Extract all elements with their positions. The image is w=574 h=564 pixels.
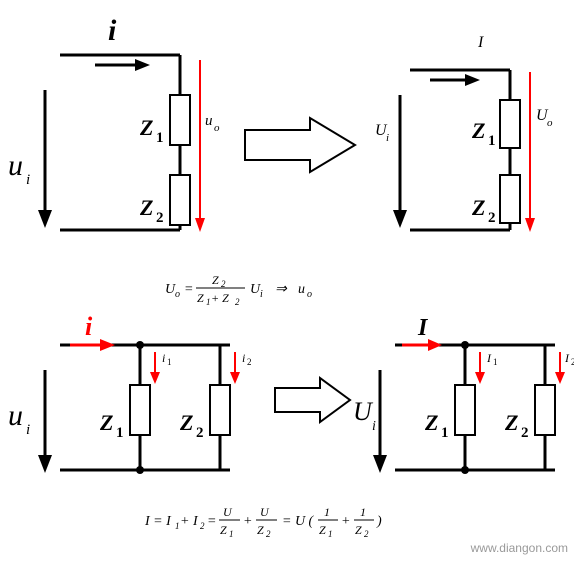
label-z1c: Z <box>99 410 113 435</box>
svg-text:2: 2 <box>200 521 205 531</box>
implies-arrow-1 <box>245 118 355 172</box>
label-I-ph: I <box>477 34 484 51</box>
svg-text:1: 1 <box>324 505 330 519</box>
svg-text:Z: Z <box>212 273 219 287</box>
impedance-z1d <box>455 385 475 435</box>
svg-text:+: + <box>243 514 252 529</box>
label-z2d-sub: 2 <box>521 425 529 441</box>
svg-text:Z: Z <box>257 523 264 537</box>
svg-text:U: U <box>223 505 233 519</box>
svg-text:i: i <box>260 289 263 300</box>
impedance-z1c <box>130 385 150 435</box>
label-z2a-sub: 2 <box>156 210 164 226</box>
impedance-z1 <box>170 95 190 145</box>
svg-text:o: o <box>307 289 312 300</box>
label-Ui-ph2: U <box>353 397 374 426</box>
label-z2a: Z <box>139 195 153 220</box>
implies-arrow-2 <box>275 378 350 422</box>
svg-text:2: 2 <box>266 529 271 539</box>
label-uo-sub: o <box>214 122 220 134</box>
label-i-red: i <box>85 312 93 341</box>
label-I2-ph: I <box>564 351 570 365</box>
svg-text:Z: Z <box>319 523 326 537</box>
svg-text:2: 2 <box>247 357 252 367</box>
label-z2d: Z <box>504 410 518 435</box>
label-z2c: Z <box>179 410 193 435</box>
label-z1c-sub: 1 <box>116 425 124 441</box>
svg-text:=: = <box>184 282 193 297</box>
label-i: i <box>108 14 117 47</box>
impedance-z2d <box>535 385 555 435</box>
svg-text:=: = <box>207 514 216 529</box>
formula-voltage-divider: Uo = Z2 Z1 + Z2 Ui ⇒ uo <box>165 273 312 307</box>
label-z2c-sub: 2 <box>196 425 204 441</box>
label-I1-ph: I <box>486 351 492 365</box>
svg-text:1: 1 <box>493 357 498 367</box>
label-ui2: u <box>8 399 23 432</box>
svg-text:): ) <box>376 514 382 529</box>
label-I-ph2: I <box>417 315 429 341</box>
label-ui-sub: i <box>26 172 30 188</box>
circuit-series-phasor: I U i U o Z 1 Z 2 <box>375 34 553 232</box>
label-z1d-sub: 1 <box>441 425 449 441</box>
svg-text:2: 2 <box>235 297 240 307</box>
circuit-series-time: i u i u o Z 1 Z 2 <box>8 14 220 232</box>
label-i2: i <box>242 351 245 365</box>
svg-text:1: 1 <box>360 505 366 519</box>
label-z1b-sub: 1 <box>488 133 496 149</box>
svg-text:⇒: ⇒ <box>275 282 288 297</box>
label-z1b: Z <box>471 118 485 143</box>
formula-current-divider: I = I1 + I2 = U Z1 + U Z2 = U ( 1 Z1 + 1… <box>144 505 382 539</box>
svg-text:2: 2 <box>221 279 226 289</box>
svg-text:1: 1 <box>167 357 172 367</box>
svg-text:o: o <box>175 289 180 300</box>
watermark: www.diangon.com <box>471 541 568 555</box>
label-z2b: Z <box>471 195 485 220</box>
svg-text:o: o <box>547 117 553 129</box>
label-ui: u <box>8 149 23 182</box>
label-z1d: Z <box>424 410 438 435</box>
impedance-z1-p <box>500 100 520 148</box>
label-i1: i <box>162 351 165 365</box>
svg-text:1: 1 <box>229 529 234 539</box>
impedance-z2 <box>170 175 190 225</box>
svg-text:Z: Z <box>197 291 204 305</box>
svg-text:1: 1 <box>175 521 180 531</box>
svg-text:Z: Z <box>355 523 362 537</box>
svg-text:I = I: I = I <box>144 514 172 529</box>
svg-text:i: i <box>386 132 389 144</box>
diagram-canvas: i u i u o Z 1 Z 2 I U i U o Z 1 Z <box>0 0 574 559</box>
circuit-parallel-time: i i 1 i 2 u i Z 1 Z 2 <box>8 312 252 474</box>
label-z1a: Z <box>139 115 153 140</box>
svg-text:U: U <box>260 505 270 519</box>
label-z1a-sub: 1 <box>156 130 164 146</box>
svg-text:1: 1 <box>206 297 211 307</box>
svg-text:i: i <box>372 419 376 434</box>
label-z2b-sub: 2 <box>488 210 496 226</box>
label-uo: u <box>205 113 213 129</box>
label-ui2-sub: i <box>26 422 30 438</box>
impedance-z2c <box>210 385 230 435</box>
svg-text:+: + <box>341 514 350 529</box>
svg-text:+ I: + I <box>180 514 199 529</box>
impedance-z2-p <box>500 175 520 223</box>
svg-text:2: 2 <box>364 529 369 539</box>
svg-text:= U (: = U ( <box>282 514 315 529</box>
circuit-parallel-phasor: I I 1 I 2 U i Z 1 Z 2 <box>353 315 574 474</box>
svg-text:+ Z: + Z <box>211 291 229 305</box>
svg-text:Z: Z <box>220 523 227 537</box>
svg-text:u: u <box>298 282 305 297</box>
svg-text:1: 1 <box>328 529 333 539</box>
